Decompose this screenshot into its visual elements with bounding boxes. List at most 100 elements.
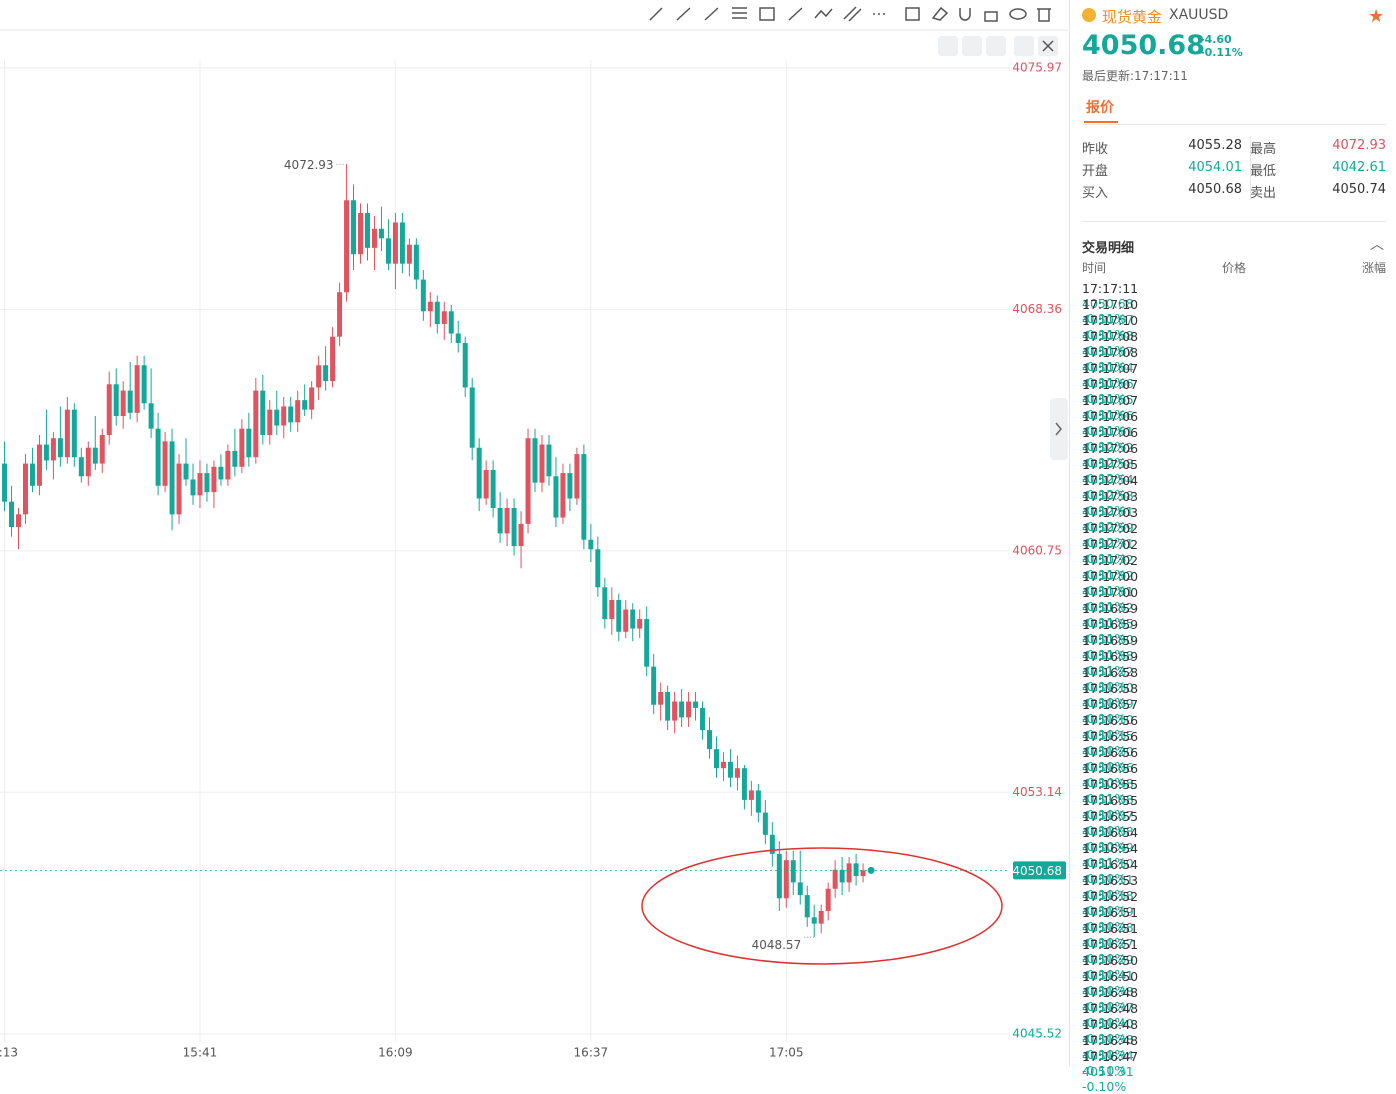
candle-body bbox=[623, 609, 629, 632]
collapse-toggle[interactable]: ︿ bbox=[1370, 237, 1384, 253]
trade-time: 17:16:56 bbox=[1082, 713, 1139, 728]
candle-body bbox=[57, 438, 63, 458]
highlight-ellipse bbox=[641, 847, 1003, 965]
candle-body bbox=[134, 365, 140, 413]
trade-time: 17:17:10 bbox=[1082, 313, 1139, 328]
candle-body bbox=[686, 701, 692, 718]
trade-price: 4050.58 bbox=[1082, 456, 1134, 471]
candle-body bbox=[448, 311, 454, 334]
last-updated: 最后更新:17:17:11 bbox=[1082, 69, 1188, 83]
tool-icon[interactable] bbox=[814, 8, 833, 19]
candle-body bbox=[176, 463, 182, 515]
trade-change: -0.10% bbox=[1082, 679, 1127, 694]
tool-icon[interactable] bbox=[984, 11, 998, 22]
candle-body bbox=[260, 390, 266, 436]
tool-icon[interactable] bbox=[732, 7, 747, 19]
tool-icon[interactable] bbox=[649, 7, 663, 21]
tool-icon[interactable] bbox=[905, 7, 920, 21]
tool-icon[interactable] bbox=[1037, 8, 1051, 22]
candle-body bbox=[330, 336, 336, 382]
y-tick-label: 4053.14 bbox=[1012, 785, 1062, 799]
trade-price: 4051.08 bbox=[1082, 824, 1134, 839]
trade-row: 17:16:51 4051.27 -0.10% bbox=[1082, 921, 1387, 966]
candle-body bbox=[518, 523, 524, 547]
candle-body bbox=[337, 292, 343, 337]
trade-time: 17:16:55 bbox=[1082, 809, 1139, 824]
trade-time: 17:16:50 bbox=[1082, 969, 1139, 984]
control-button[interactable] bbox=[986, 36, 1006, 56]
control-button[interactable] bbox=[962, 36, 982, 56]
tool-icon[interactable] bbox=[788, 7, 803, 21]
candle-body bbox=[36, 444, 42, 486]
control-button[interactable] bbox=[938, 36, 958, 56]
candle-body bbox=[630, 609, 636, 629]
trade-row: 17:16:48 4051.34 -0.10% bbox=[1082, 1033, 1387, 1078]
trade-time: 17:17:00 bbox=[1082, 585, 1139, 600]
trade-row: 17:17:08 4050.64 -0.11% bbox=[1082, 345, 1387, 390]
trade-time: 17:16:58 bbox=[1082, 681, 1139, 696]
stat-value: 4050.74 bbox=[1332, 182, 1386, 197]
tool-icon[interactable] bbox=[704, 7, 719, 21]
quote-tab[interactable]: 报价 bbox=[1086, 100, 1114, 116]
gold-icon bbox=[1082, 8, 1096, 22]
candle-body bbox=[511, 508, 517, 547]
candle-body bbox=[288, 406, 294, 423]
trade-time: 17:16:57 bbox=[1082, 697, 1139, 712]
trade-change: -0.11% bbox=[1082, 615, 1127, 630]
candle-body bbox=[616, 600, 622, 632]
stat-value: 4050.68 bbox=[1188, 182, 1242, 197]
trade-change: -0.10% bbox=[1082, 759, 1127, 774]
trade-change: -0.10% bbox=[1082, 919, 1127, 934]
trade-time: 17:16:54 bbox=[1082, 857, 1139, 872]
trade-change: -0.11% bbox=[1082, 327, 1127, 342]
trade-change: -0.12% bbox=[1082, 455, 1127, 470]
tool-icon[interactable] bbox=[931, 6, 949, 21]
trade-time: 17:16:59 bbox=[1082, 601, 1139, 616]
trade-row: 17:17:11 4050.68 -0.11% bbox=[1082, 281, 1387, 326]
trade-row: 17:17:07 4050.66 -0.11% bbox=[1082, 361, 1387, 406]
price-change-pct: -0.11% bbox=[1200, 46, 1243, 59]
trade-price: 4050.71 bbox=[1082, 536, 1134, 551]
trade-price: 4050.66 bbox=[1082, 408, 1134, 423]
tool-icon[interactable] bbox=[959, 8, 971, 21]
trade-change: -0.10% bbox=[1082, 935, 1127, 950]
trade-price: 4050.85 bbox=[1082, 616, 1134, 631]
trade-row: 17:17:10 4050.68 -0.11% bbox=[1082, 313, 1387, 358]
trade-time: 17:16:48 bbox=[1082, 1017, 1139, 1032]
trade-price: 4050.52 bbox=[1082, 440, 1134, 455]
candle-body bbox=[665, 692, 671, 721]
low-annotation: 4048.57 bbox=[752, 938, 802, 952]
trade-price: 4050.82 bbox=[1082, 568, 1134, 583]
trade-change: -0.11% bbox=[1082, 375, 1127, 390]
stat-label: 最高 bbox=[1250, 142, 1277, 157]
tool-icon[interactable] bbox=[759, 7, 775, 21]
control-button[interactable] bbox=[1014, 36, 1034, 56]
candle-body bbox=[427, 301, 433, 312]
trade-row: 17:16:56 4051.06 -0.10% bbox=[1082, 745, 1387, 790]
tool-icon[interactable] bbox=[676, 7, 691, 21]
candle-body bbox=[155, 428, 161, 486]
candle-body bbox=[797, 882, 803, 896]
trade-time: 17:16:54 bbox=[1082, 825, 1139, 840]
trade-change: -0.10% bbox=[1082, 711, 1127, 726]
candle-body bbox=[769, 834, 775, 854]
candle-body bbox=[316, 365, 322, 388]
tool-icon[interactable] bbox=[1009, 8, 1027, 20]
candle-body bbox=[567, 473, 573, 499]
favorite-star[interactable]: ★ bbox=[1368, 6, 1385, 27]
candle-body bbox=[120, 390, 126, 416]
trade-price: 4051.07 bbox=[1082, 808, 1134, 823]
tool-icon[interactable] bbox=[843, 6, 862, 22]
candle-body bbox=[378, 228, 384, 239]
collapse-handle[interactable] bbox=[1050, 398, 1068, 460]
trade-change: -0.10% bbox=[1082, 951, 1127, 966]
trade-change: -0.11% bbox=[1082, 631, 1127, 646]
x-tick-label: 16:09 bbox=[378, 1046, 413, 1060]
candle-body bbox=[853, 863, 859, 877]
trade-price: 4051.08 bbox=[1082, 792, 1134, 807]
trade-time: 17:16:56 bbox=[1082, 729, 1139, 744]
trade-price: 4050.66 bbox=[1082, 376, 1134, 391]
trade-price: 4050.67 bbox=[1082, 312, 1134, 327]
candle-body bbox=[106, 384, 112, 436]
trade-row: 17:17:02 4050.82 -0.11% bbox=[1082, 553, 1387, 598]
